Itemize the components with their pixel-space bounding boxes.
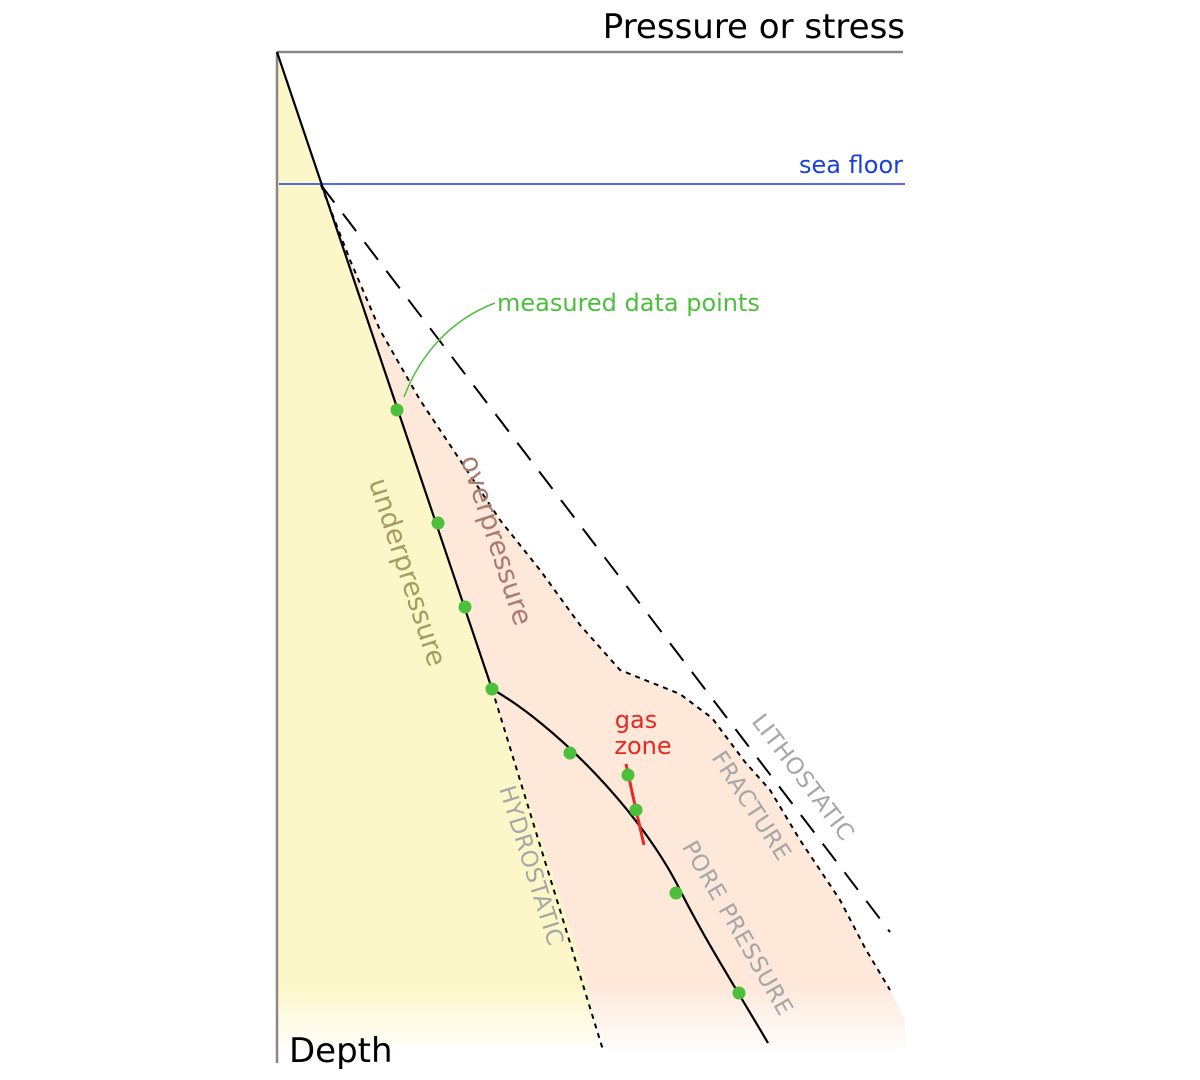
underpressure-region [277, 52, 603, 1050]
measured-data-points [390, 403, 746, 1000]
data-point [390, 403, 404, 417]
overpressure-region [321, 185, 905, 1050]
data-point [458, 600, 472, 614]
hydrostatic-curve-upper [275, 51, 494, 690]
measured-data-points-label: measured data points [497, 289, 760, 317]
data-point [621, 768, 635, 782]
data-point [485, 682, 499, 696]
data-point [732, 986, 746, 1000]
data-point [669, 886, 683, 900]
data-point [431, 516, 445, 530]
fracture-curve [320, 184, 891, 991]
gas-zone-label-line2: zone [614, 732, 671, 760]
pressure-axis-title: Pressure or stress [603, 7, 905, 47]
data-point [629, 803, 643, 817]
hydrostatic-curve-lower [491, 688, 604, 1051]
depth-axis-title: Depth [289, 1031, 393, 1071]
bottom-fade [270, 985, 920, 1055]
gas-zone-label-line1: gas [615, 706, 657, 734]
lithostatic-curve [320, 184, 891, 933]
measured-data-leader [403, 302, 496, 398]
sea-floor-label: sea floor [799, 151, 903, 179]
data-point [563, 746, 577, 760]
